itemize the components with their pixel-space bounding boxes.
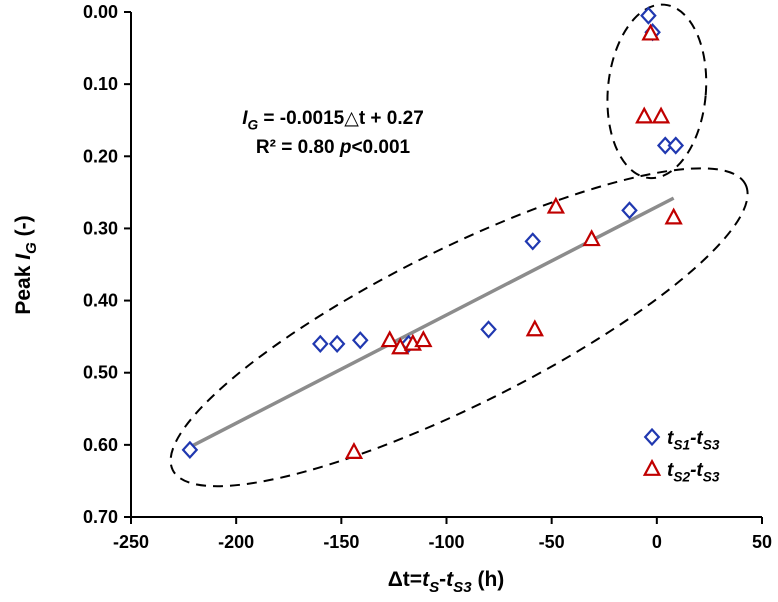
data-point-diamond bbox=[621, 201, 638, 220]
data-point-triangle bbox=[391, 337, 410, 355]
legend: tS1-tS3 tS2-tS3 bbox=[642, 427, 720, 484]
legend-marker-triangle bbox=[642, 458, 662, 476]
x-axis-title: Δt=tS-tS3 (h) bbox=[388, 568, 505, 596]
regression-stats: R² = 0.80 p<0.001 bbox=[256, 137, 411, 158]
data-point-triangle bbox=[635, 106, 654, 124]
data-point-triangle bbox=[525, 319, 544, 337]
y-tick-label: 0.10 bbox=[83, 74, 118, 94]
series-2-points bbox=[344, 23, 683, 459]
data-point-diamond bbox=[640, 6, 657, 25]
data-point-triangle bbox=[582, 229, 601, 247]
data-point-diamond bbox=[351, 331, 369, 350]
y-tick-label: 0.40 bbox=[83, 291, 118, 311]
legend-label-series-2: tS2-tS3 bbox=[667, 460, 720, 484]
data-point-triangle bbox=[546, 196, 566, 214]
y-tick-label: 0.50 bbox=[83, 363, 118, 383]
y-tick-label: 0.20 bbox=[83, 146, 118, 166]
data-point-diamond bbox=[524, 232, 542, 251]
data-point-diamond bbox=[667, 136, 685, 155]
data-point-triangle bbox=[344, 441, 364, 459]
y-axis-title: Peak IG (-) bbox=[12, 215, 40, 314]
axes: -250 -200 -150 -100 -50 0 50 0.00 0.10 0.20 0.30 0.… bbox=[83, 2, 772, 552]
cluster-ellipse-main bbox=[169, 167, 749, 488]
x-tick-label: -100 bbox=[428, 532, 464, 552]
y-tick-label: 0.60 bbox=[83, 435, 118, 455]
legend-marker-diamond bbox=[643, 427, 661, 447]
data-point-diamond bbox=[480, 320, 497, 339]
x-tick-label: -200 bbox=[218, 532, 254, 552]
data-point-triangle bbox=[380, 330, 399, 348]
data-point-diamond bbox=[328, 334, 346, 353]
x-tick-label: -150 bbox=[323, 532, 359, 552]
legend-label-series-1: tS1-tS3 bbox=[667, 428, 720, 452]
x-tick-label: -50 bbox=[539, 532, 565, 552]
y-tick-label: 0.70 bbox=[83, 507, 118, 527]
regression-equation: IG = -0.0015△t + 0.27 bbox=[242, 108, 424, 132]
x-tick-label: 0 bbox=[652, 532, 662, 552]
data-point-diamond bbox=[312, 334, 329, 353]
cluster-ellipse-top bbox=[606, 3, 708, 180]
x-tick-label: -250 bbox=[113, 532, 149, 552]
y-tick-label: 0.00 bbox=[83, 2, 118, 22]
data-point-triangle bbox=[651, 106, 671, 124]
data-point-triangle bbox=[414, 330, 433, 348]
trend-line bbox=[189, 196, 675, 449]
data-point-diamond bbox=[181, 440, 199, 460]
x-tick-label: 50 bbox=[752, 532, 772, 552]
data-point-triangle bbox=[664, 207, 683, 225]
y-tick-label: 0.30 bbox=[83, 218, 118, 238]
data-point-triangle bbox=[641, 23, 660, 41]
